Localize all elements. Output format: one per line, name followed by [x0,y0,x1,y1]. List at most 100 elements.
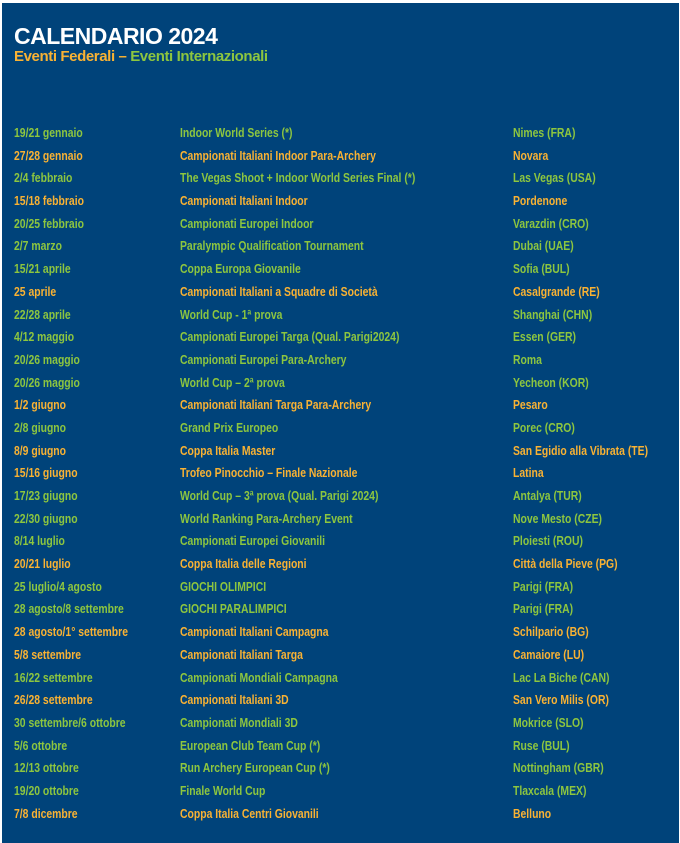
event-row: 8/9 giugno Coppa Italia Master San Egidio … [2,442,679,465]
event-place: Ploiesti (ROU) [513,533,583,549]
event-name: Grand Prix Europeo [180,419,279,435]
event-name: Coppa Italia delle Regioni [180,556,307,572]
event-date: 27/28 gennaio [14,147,83,163]
event-date: 19/20 ottobre [14,782,79,798]
event-date: 15/16 giugno [14,465,78,481]
event-date: 2/4 febbraio [14,170,73,186]
event-date: 30 settembre/6 ottobre [14,714,126,730]
event-row: 30 settembre/6 ottobre Campionati Mondial… [2,714,679,737]
event-name: Finale World Cup [180,782,266,798]
event-row: 15/16 giugno Trofeo Pinocchio – Finale Na… [2,464,679,487]
event-date: 20/25 febbraio [14,215,84,231]
event-row: 15/21 aprile Coppa Europa Giovanile Sofia … [2,260,679,283]
event-date: 22/28 aprile [14,306,71,322]
event-name: World Cup - 1ª prova [180,306,283,322]
event-row: 20/26 maggio Campionati Europei Para-Arch… [2,351,679,374]
event-name: Coppa Italia Master [180,442,276,458]
event-place: Antalya (TUR) [513,488,582,503]
event-row: 8/14 luglio Campionati Europei Giovanili P… [2,532,679,555]
event-date: 28 agosto/1° settembre [14,624,128,640]
event-row: 22/30 giugno World Ranking Para-Archery E… [2,510,679,533]
event-place: Parigi (FRA) [513,578,574,594]
event-name: GIOCHI PARALIMPICI [180,601,287,617]
event-place: Ruse (BUL) [513,737,570,753]
event-name: Campionati Italiani 3D [180,692,289,708]
event-place: Lac La Biche (CAN) [513,669,610,685]
event-row: 20/26 maggio World Cup – 2ª prova Yecheon … [2,374,679,397]
event-date: 20/26 maggio [14,374,80,390]
event-place: Parigi (FRA) [513,601,574,617]
event-date: 22/30 giugno [14,510,78,526]
event-row: 15/18 febbraio Campionati Italiani Indoor… [2,192,679,215]
event-date: 17/23 giugno [14,488,78,503]
event-name: Campionati Europei Targa (Qual. Parigi20… [180,329,400,345]
event-date: 12/13 ottobre [14,760,79,776]
event-name: Campionati Italiani Indoor Para-Archery [180,147,376,163]
event-place: Dubai (UAE) [513,238,574,254]
event-name: World Cup – 2ª prova [180,374,285,390]
event-row: 20/21 luglio Coppa Italia delle Regioni Ci… [2,555,679,578]
event-place: Tlaxcala (MEX) [513,782,587,798]
event-date: 20/21 luglio [14,556,71,572]
event-place: Latina [513,465,544,481]
event-name: Campionati Italiani a Squadre di Società [180,283,378,299]
event-row: 26/28 settembre Campionati Italiani 3D San… [2,691,679,714]
event-place: Schilpario (BG) [513,624,589,640]
event-date: 20/26 maggio [14,351,80,367]
event-name: Indoor World Series (*) [180,125,293,140]
event-date: 8/14 luglio [14,533,65,549]
event-date: 2/8 giugno [14,419,66,435]
event-place: San Vero Milis (OR) [513,692,609,708]
event-name: Trofeo Pinocchio – Finale Nazionale [180,465,358,481]
event-row: 22/28 aprile World Cup - 1ª prova Shanghai… [2,306,679,329]
event-row: 2/4 febbraio The Vegas Shoot + Indoor Wor… [2,169,679,192]
event-date: 7/8 dicembre [14,805,78,821]
event-place: Casalgrande (RE) [513,283,600,299]
event-place: Essen (GER) [513,329,576,345]
event-date: 1/2 giugno [14,397,66,413]
event-date: 15/18 febbraio [14,193,84,209]
event-name: Campionati Europei Para-Archery [180,351,347,367]
event-date: 26/28 settembre [14,692,93,708]
event-name: Campionati Europei Indoor [180,215,314,231]
event-place: Nimes (FRA) [513,125,576,140]
event-date: 28 agosto/8 settembre [14,601,124,617]
event-row: 19/20 ottobre Finale World Cup Tlaxcala (M… [2,782,679,805]
event-date: 15/21 aprile [14,261,71,277]
event-place: Sofia (BUL) [513,261,570,277]
event-name: Campionati Italiani Targa Para-Archery [180,397,372,413]
event-place: Yecheon (KOR) [513,374,589,390]
event-row: 25 luglio/4 agosto GIOCHI OLIMPICI Parigi … [2,578,679,601]
event-date: 16/22 settembre [14,669,93,685]
event-name: Paralympic Qualification Tournament [180,238,364,254]
event-row: 27/28 gennaio Campionati Italiani Indoor … [2,147,679,170]
event-date: 25 luglio/4 agosto [14,578,102,594]
event-row: 19/21 gennaio Indoor World Series (*) Nime… [2,124,679,147]
event-place: Belluno [513,805,552,821]
legend-international: Eventi Internazionali [130,48,268,65]
calendar-panel: CALENDARIO 2024 Eventi Federali – Eventi… [2,3,679,843]
event-place: Pordenone [513,193,568,209]
event-name: Campionati Mondiali 3D [180,714,298,730]
event-date: 2/7 marzo [14,238,62,254]
event-name: Campionati Italiani Campagna [180,624,329,640]
page-title: CALENDARIO 2024 [14,23,218,49]
event-name: European Club Team Cup (*) [180,737,321,753]
event-date: 5/8 settembre [14,646,82,662]
event-row: 16/22 settembre Campionati Mondiali Campa… [2,669,679,692]
event-place: Shanghai (CHN) [513,306,593,322]
legend-separator: – [114,48,131,65]
event-row: 2/7 marzo Paralympic Qualification Tourna… [2,237,679,260]
event-place: Varazdin (CRO) [513,215,589,231]
event-place: Camaiore (LU) [513,646,585,662]
event-date: 19/21 gennaio [14,125,83,140]
event-name: Run Archery European Cup (*) [180,760,330,776]
event-row: 12/13 ottobre Run Archery European Cup (*… [2,759,679,782]
event-place: Nottingham (GBR) [513,760,604,776]
event-row: 2/8 giugno Grand Prix Europeo Porec (CRO) [2,419,679,442]
event-row: 25 aprile Campionati Italiani a Squadre d… [2,283,679,306]
event-row: 4/12 maggio Campionati Europei Targa (Qua… [2,328,679,351]
event-name: Coppa Europa Giovanile [180,261,301,277]
event-name: Campionati Mondiali Campagna [180,669,338,685]
event-place: San Egidio alla Vibrata (TE) [513,442,649,458]
